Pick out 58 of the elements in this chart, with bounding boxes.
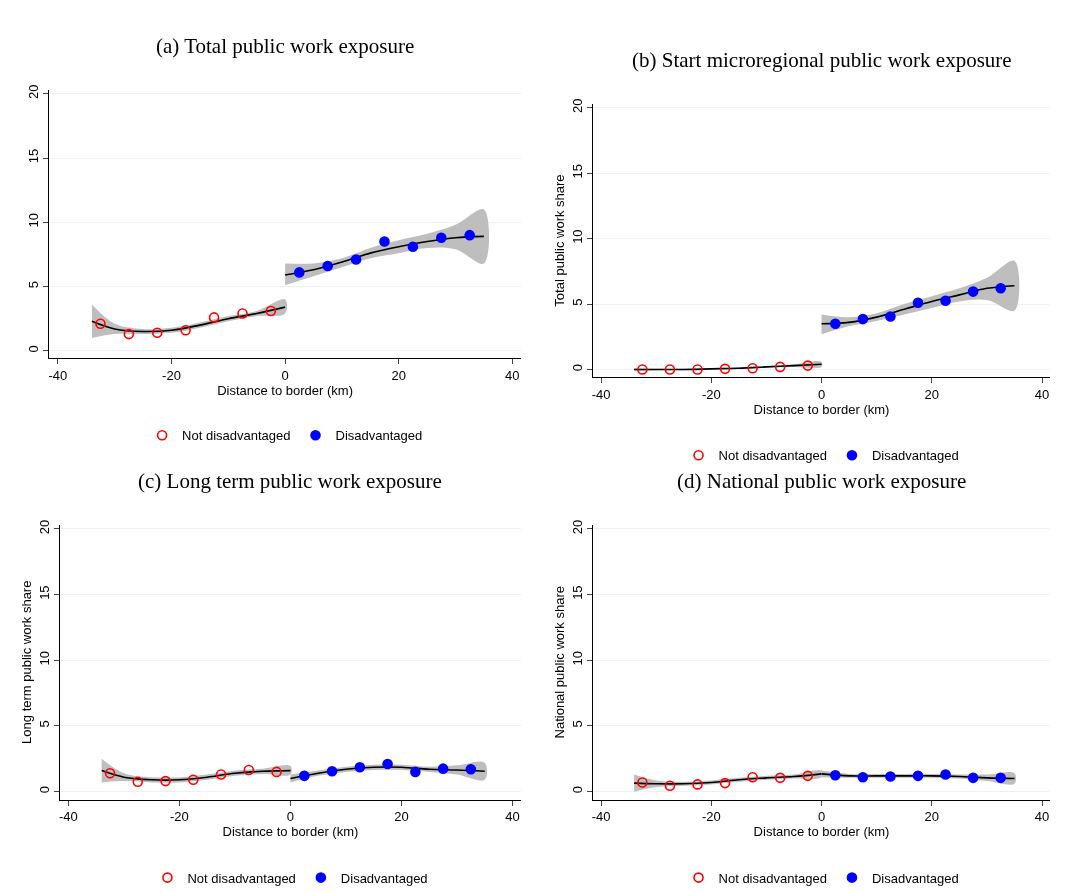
legend-label: Disadvantaged — [335, 428, 423, 444]
legend-label: Not disadvantaged — [182, 428, 291, 444]
x-axis-title: Distance to border (km) — [753, 401, 890, 417]
x-tick-label: 20 — [394, 809, 409, 825]
y-tick-label: 20 — [569, 98, 585, 113]
x-tick-label: -40 — [48, 368, 68, 384]
y-tick-label: 15 — [36, 585, 52, 600]
y-tick-label: 15 — [569, 585, 585, 600]
y-axis-title: Long term public work share — [18, 580, 34, 744]
y-axis-title: Total public work share — [551, 174, 567, 307]
y-tick-label: 5 — [36, 720, 52, 728]
x-tick-label: 20 — [924, 809, 940, 825]
y-tick-label: 0 — [569, 786, 585, 794]
legend-label: Not disadvantaged — [187, 870, 296, 886]
x-axis-title: Distance to border (km) — [753, 824, 890, 840]
x-tick-label: 20 — [924, 386, 940, 402]
y-tick-label: 0 — [26, 345, 42, 353]
y-tick-label: 20 — [569, 519, 585, 535]
chart-title: (a) Total public work exposure — [156, 34, 415, 58]
y-tick-label: 15 — [26, 148, 42, 164]
chart-title: (b) Start microregional public work exposure — [632, 48, 1012, 72]
x-tick-label: 0 — [286, 809, 295, 825]
x-tick-label: 40 — [505, 368, 520, 384]
y-tick-label: 10 — [36, 651, 52, 666]
y-tick-label: 10 — [569, 651, 585, 666]
chart-title: (c) Long term public work exposure — [138, 469, 442, 493]
y-tick-label: 0 — [36, 786, 52, 794]
legend-label: Not disadvantaged — [718, 870, 827, 886]
x-tick-label: 0 — [817, 386, 826, 402]
x-tick-label: -20 — [701, 386, 721, 402]
y-tick-label: 15 — [569, 163, 585, 179]
x-tick-label: -20 — [170, 809, 189, 825]
y-tick-label: 20 — [36, 519, 52, 535]
x-tick-label: -40 — [59, 809, 78, 825]
y-tick-label: 20 — [26, 84, 42, 100]
chart-title: (d) National public work exposure — [677, 469, 967, 493]
x-axis-title: Distance to border (km) — [222, 824, 359, 840]
x-tick-label: 40 — [1034, 386, 1050, 402]
legend-label: Disadvantaged — [871, 870, 959, 886]
y-tick-label: 10 — [569, 229, 585, 244]
x-tick-label: -40 — [591, 386, 611, 402]
y-tick-label: 5 — [26, 280, 42, 289]
y-tick-label: 10 — [26, 213, 42, 228]
x-tick-label: 0 — [817, 809, 826, 825]
y-tick-label: 5 — [569, 298, 585, 306]
x-tick-label: 40 — [505, 809, 520, 825]
x-axis-title: Distance to border (km) — [217, 383, 353, 399]
x-tick-label: -20 — [162, 368, 181, 384]
x-tick-label: 20 — [391, 368, 406, 384]
x-tick-label: -20 — [701, 809, 721, 825]
x-tick-label: 40 — [1034, 809, 1050, 825]
x-tick-label: 0 — [281, 368, 289, 384]
legend-label: Disadvantaged — [340, 870, 428, 886]
x-tick-label: -40 — [591, 809, 611, 825]
legend-label: Disadvantaged — [871, 448, 959, 464]
y-axis-title: National public work share — [551, 585, 567, 739]
legend-label: Not disadvantaged — [718, 448, 827, 464]
y-tick-label: 5 — [569, 720, 585, 728]
